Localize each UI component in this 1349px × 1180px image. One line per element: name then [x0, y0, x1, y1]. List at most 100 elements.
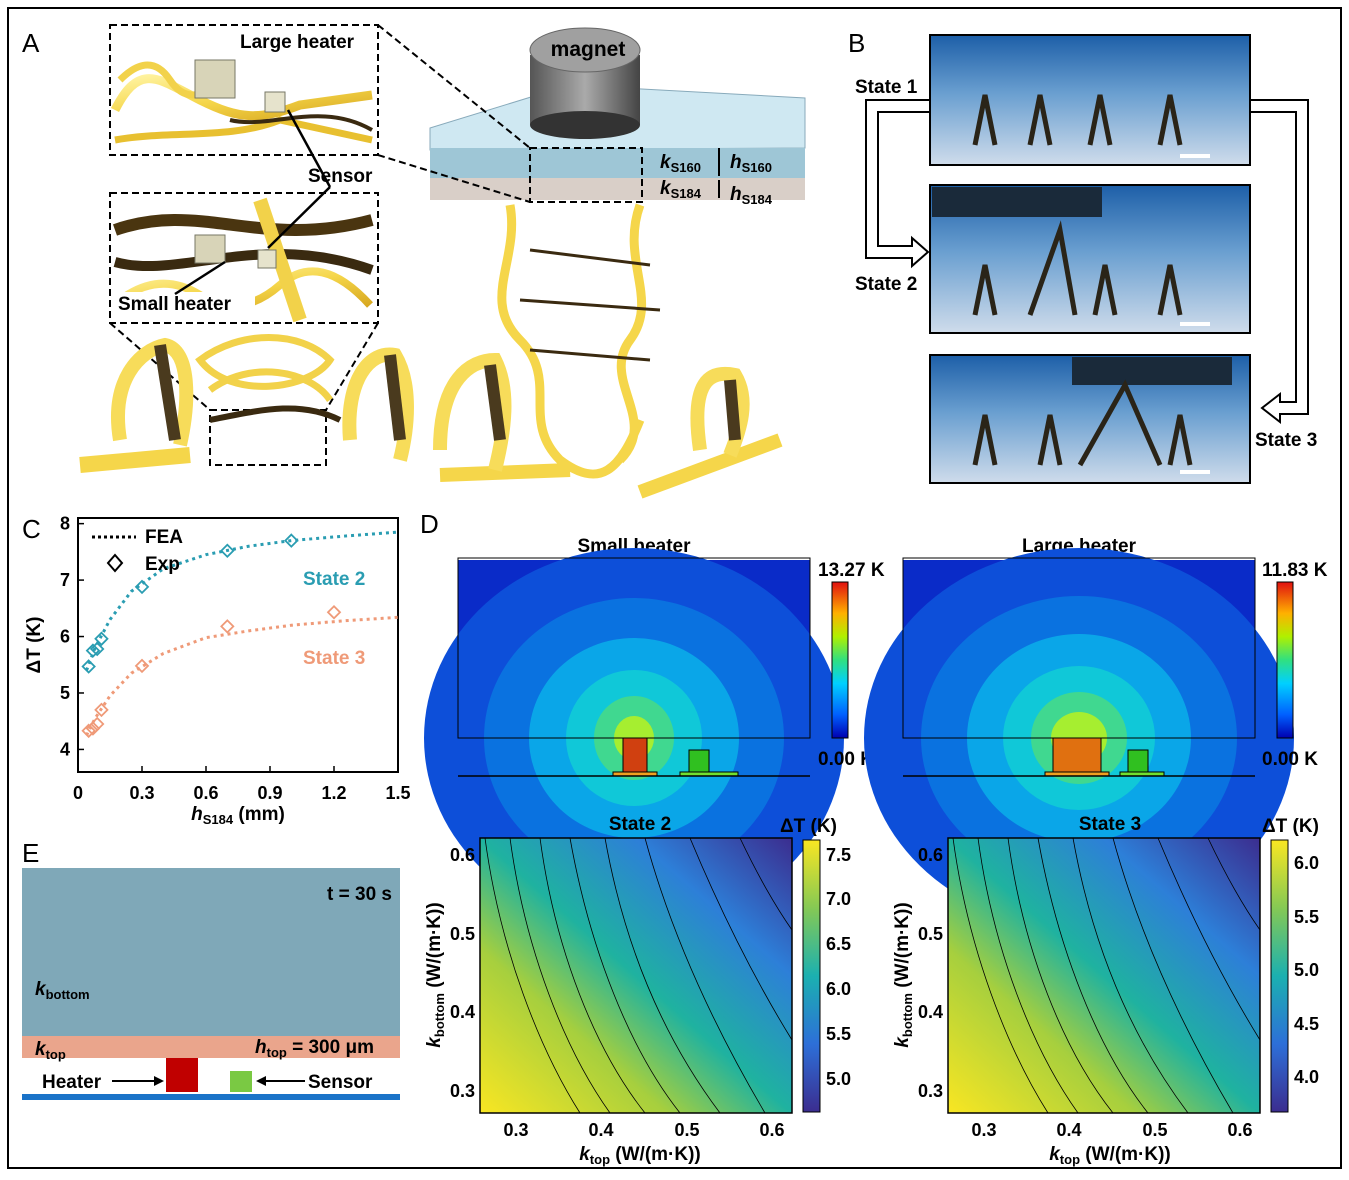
state2-contour-title: State 2 — [609, 814, 671, 835]
k-bottom-label: kbottom — [35, 979, 90, 1002]
fea-line-3 — [85, 615, 399, 736]
x-tick-label: 0.6 — [193, 783, 218, 803]
arrow-state1-to-state2 — [865, 99, 931, 269]
state3-xlabel: ktop (W/(m·K)) — [1049, 1144, 1171, 1167]
magnet-label: magnet — [551, 38, 626, 61]
panel-d-letter: D — [420, 509, 439, 539]
state1-label: State 1 — [855, 77, 918, 98]
state3-ylabel: kbottom (W/(m·K)) — [892, 902, 915, 1047]
large-heater-min: 0.00 K — [1262, 749, 1318, 770]
svg-text:0.4: 0.4 — [918, 1002, 943, 1022]
svg-text:5.5: 5.5 — [1294, 907, 1319, 927]
top-layer — [22, 1036, 400, 1058]
photo-devices — [972, 94, 1193, 467]
chart-c-xlabel: hS184 (mm) — [191, 804, 285, 827]
x-tick-label: 0 — [73, 783, 83, 803]
state2-ylabel: kbottom (W/(m·K)) — [424, 902, 447, 1047]
exp-point — [284, 533, 299, 548]
large-heater-colorbar — [1276, 581, 1294, 739]
chart-c-plot — [81, 530, 399, 739]
svg-text:0.3: 0.3 — [918, 1081, 943, 1101]
svg-text:0.6: 0.6 — [759, 1120, 784, 1140]
svg-text:0.6: 0.6 — [450, 845, 475, 865]
layer-labels: kS160 kS184 hS160 hS184 — [660, 148, 773, 207]
state3-cbar-ticks: 6.0 5.5 5.0 4.5 4.0 — [1294, 853, 1319, 1087]
svg-text:0.5: 0.5 — [450, 924, 475, 944]
svg-text:7.5: 7.5 — [826, 845, 851, 865]
x-tick-label: 1.2 — [321, 783, 346, 803]
h-top-label: htop = 300 μm — [255, 1037, 374, 1060]
panel-e: E t = 30 s kbottom ktop htop = 300 μm He… — [22, 838, 400, 1100]
svg-text:0.5: 0.5 — [1142, 1120, 1167, 1140]
exp-point — [81, 723, 96, 739]
h-s160-label: hS160 — [730, 152, 772, 175]
heater-block — [166, 1058, 198, 1092]
exp-point — [134, 658, 150, 674]
small-heater-max: 13.27 K — [818, 560, 885, 581]
series-state3-label: State 3 — [303, 648, 365, 669]
x-tick-label: 1.5 — [385, 783, 410, 803]
large-heater-label: Large heater — [240, 32, 355, 53]
exp-point — [85, 643, 101, 658]
exp-point — [220, 543, 235, 559]
svg-text:6.0: 6.0 — [1294, 853, 1319, 873]
series-state2-label: State 2 — [303, 569, 365, 590]
state3-colorbar — [1270, 839, 1289, 1113]
panel-a-letter: A — [22, 28, 40, 58]
svg-text:4.0: 4.0 — [1294, 1067, 1319, 1087]
chart-c-xticks: 0 0.3 0.6 0.9 1.2 1.5 — [73, 766, 411, 803]
large-heater-max: 11.83 K — [1262, 560, 1328, 581]
legend-exp-marker — [106, 553, 124, 573]
state1-photo — [929, 34, 1251, 166]
svg-text:0.4: 0.4 — [450, 1002, 475, 1022]
panel-b: B State 1 State 2 State 3 — [848, 28, 1317, 484]
s160-layer — [430, 148, 805, 178]
magnet: magnet — [529, 27, 641, 139]
arrow-state1-to-state3 — [1249, 99, 1309, 425]
chart-c-axes — [77, 517, 399, 773]
svg-text:6.0: 6.0 — [826, 979, 851, 999]
state3-xticks: 0.3 0.4 0.5 0.6 — [971, 1120, 1252, 1140]
fea-line-2 — [85, 530, 399, 671]
y-tick-label: 7 — [60, 570, 70, 590]
sensor-label: Sensor — [308, 166, 373, 187]
k-s160-label: kS160 — [660, 152, 701, 175]
exp-point — [81, 659, 96, 674]
x-tick-label: 0.3 — [129, 783, 154, 803]
state3-yticks: 0.6 0.5 0.4 0.3 — [918, 845, 943, 1101]
legend-fea: FEA — [145, 527, 183, 548]
bottom-layer — [22, 868, 400, 1036]
panel-c-letter: C — [22, 514, 41, 544]
time-label: t = 30 s — [327, 884, 392, 905]
state3-contour-map — [947, 837, 1261, 1114]
state2-contour-map — [479, 837, 793, 1114]
svg-text:0.3: 0.3 — [971, 1120, 996, 1140]
state2-xticks: 0.3 0.4 0.5 0.6 — [503, 1120, 784, 1140]
heater-label: Heater — [42, 1072, 102, 1093]
small-heater-map — [424, 548, 844, 928]
state2-label: State 2 — [855, 274, 917, 295]
panel-e-letter: E — [22, 838, 39, 868]
figure-frame — [7, 7, 1342, 1169]
state2-colorbar — [802, 839, 821, 1113]
exp-point — [94, 702, 109, 718]
svg-text:0.6: 0.6 — [1227, 1120, 1252, 1140]
svg-text:0.6: 0.6 — [918, 845, 943, 865]
device-illustration — [79, 203, 783, 499]
x-tick-label: 0.9 — [257, 783, 282, 803]
svg-text:0.5: 0.5 — [674, 1120, 699, 1140]
state2-xlabel: ktop (W/(m·K)) — [579, 1144, 701, 1167]
panel-d: D Small heater 13.27 K 0.00 K Large heat… — [420, 509, 1328, 1167]
state3-label: State 3 — [1255, 430, 1317, 451]
y-tick-label: 8 — [60, 514, 70, 534]
state3-contour-title: State 3 — [1079, 814, 1141, 835]
state3-cbar-label: ΔT (K) — [1262, 816, 1319, 837]
svg-text:0.4: 0.4 — [1056, 1120, 1081, 1140]
panel-b-letter: B — [848, 28, 865, 58]
y-tick-label: 4 — [60, 739, 70, 759]
exp-point — [134, 579, 150, 595]
svg-text:0.3: 0.3 — [503, 1120, 528, 1140]
exp-point — [89, 716, 105, 732]
